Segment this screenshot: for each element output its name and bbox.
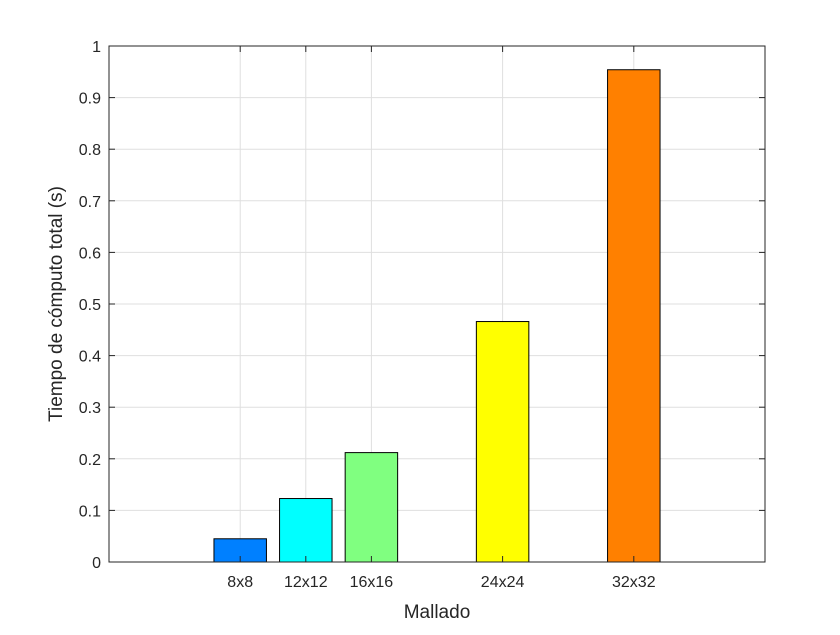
y-tick-label: 1: [92, 39, 101, 56]
x-tick-label: 32x32: [612, 574, 656, 591]
y-axis-title: Tiempo de cómputo total (s): [46, 186, 67, 422]
ticks: 0 0.1 0.2 0.3 0.4 0.5 0.6 0.7 0.8 0.9 1 8x8 12x12 16x…: [79, 39, 765, 591]
y-tick-label: 0.9: [79, 91, 101, 108]
bar-16x16: [344, 452, 399, 563]
y-tick-label: 0.3: [79, 400, 101, 417]
y-tick-label: 0.5: [79, 297, 101, 314]
bar-32x32: [607, 69, 661, 563]
y-tick-label: 0.4: [79, 349, 101, 366]
x-axis-title: Mallado: [404, 602, 471, 623]
x-tick-label: 12x12: [284, 574, 328, 591]
bars: [213, 69, 661, 563]
y-tick-label: 0.2: [79, 452, 101, 469]
y-tick-label: 0.1: [79, 503, 101, 520]
y-tick-label: 0.8: [79, 142, 101, 159]
y-tick-label: 0.6: [79, 245, 101, 262]
x-tick-label: 24x24: [481, 574, 525, 591]
x-tick-label: 16x16: [350, 574, 394, 591]
bar-12x12: [279, 498, 333, 563]
bar-24x24: [475, 321, 530, 563]
x-tick-label: 8x8: [227, 574, 253, 591]
y-tick-label: 0.7: [79, 194, 101, 211]
y-tick-label: 0: [92, 555, 101, 572]
